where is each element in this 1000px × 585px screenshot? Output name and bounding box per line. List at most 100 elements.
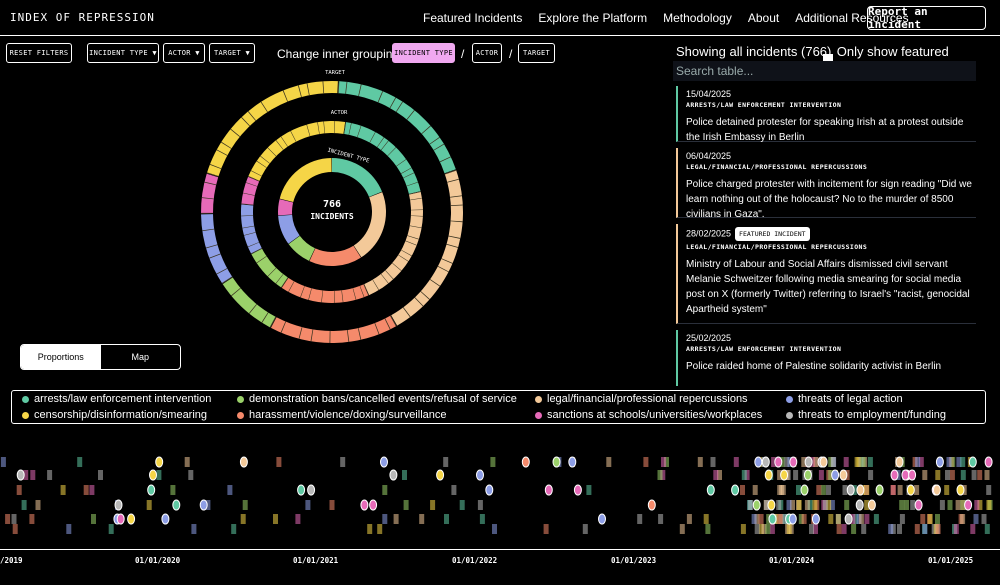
timeline-incident-mark[interactable]	[764, 500, 769, 510]
timeline-incident-mark[interactable]	[276, 457, 282, 467]
timeline-incident-mark[interactable]	[807, 500, 813, 510]
timeline-incident-mark[interactable]	[740, 485, 745, 495]
incident-row[interactable]: 15/04/2025 ARRESTS/LAW ENFORCEMENT INTER…	[676, 86, 976, 143]
timeline-incident-mark[interactable]	[98, 470, 103, 480]
timeline-featured-mark[interactable]	[890, 469, 899, 481]
sunburst-ring-segment[interactable]	[270, 315, 397, 344]
timeline-incident-mark[interactable]	[765, 524, 771, 534]
sunburst-ring-segment[interactable]	[201, 214, 233, 284]
nav-about[interactable]: About	[747, 11, 780, 25]
timeline-incident-mark[interactable]	[842, 485, 848, 495]
sunburst-ring-segment[interactable]	[206, 81, 338, 177]
timeline-featured-mark[interactable]	[161, 513, 170, 525]
timeline-incident-mark[interactable]	[812, 500, 818, 510]
timeline-incident-mark[interactable]	[939, 500, 945, 510]
timeline-featured-mark[interactable]	[114, 499, 123, 511]
timeline-incident-mark[interactable]	[813, 524, 818, 534]
timeline-featured-mark[interactable]	[16, 469, 25, 481]
timeline-featured-mark[interactable]	[906, 484, 915, 496]
timeline-incident-mark[interactable]	[231, 524, 237, 534]
timeline-incident-mark[interactable]	[858, 514, 864, 524]
timeline-incident-mark[interactable]	[543, 524, 549, 534]
sunburst-chart[interactable]: TARGET ACTOR INCIDENT TYPE 766 INCIDENTS	[200, 64, 470, 344]
timeline-featured-mark[interactable]	[768, 513, 777, 525]
timeline-featured-mark[interactable]	[800, 484, 809, 496]
timeline-incident-mark[interactable]	[935, 470, 941, 480]
legend-item[interactable]: sanctions at schools/universities/workpl…	[535, 409, 762, 421]
timeline-incident-mark[interactable]	[703, 514, 709, 524]
timeline-incident-mark[interactable]	[606, 457, 612, 467]
timeline-incident-mark[interactable]	[935, 524, 941, 534]
timeline-incident-mark[interactable]	[733, 457, 739, 467]
timeline-incident-mark[interactable]	[899, 500, 905, 510]
timeline-incident-mark[interactable]	[11, 514, 17, 524]
timeline-incident-mark[interactable]	[0, 457, 6, 467]
timeline-incident-mark[interactable]	[826, 500, 832, 510]
sunburst-ring-segment[interactable]	[391, 169, 464, 326]
timeline-incident-mark[interactable]	[828, 514, 834, 524]
legend-item[interactable]: threats of legal action	[786, 393, 903, 405]
timeline-featured-mark[interactable]	[116, 513, 125, 525]
timeline-incident-mark[interactable]	[977, 500, 983, 510]
timeline-incident-mark[interactable]	[843, 457, 849, 467]
timeline-featured-mark[interactable]	[875, 484, 884, 496]
timeline-incident-mark[interactable]	[804, 500, 810, 510]
timeline-incident-mark[interactable]	[831, 457, 837, 467]
timeline-incident-mark[interactable]	[970, 524, 976, 534]
timeline-incident-mark[interactable]	[637, 514, 643, 524]
timeline-incident-mark[interactable]	[920, 514, 926, 524]
timeline-incident-mark[interactable]	[950, 457, 956, 467]
timeline-incident-mark[interactable]	[949, 470, 955, 480]
timeline-incident-mark[interactable]	[851, 524, 857, 534]
timeline-incident-mark[interactable]	[867, 457, 873, 467]
map-view-button[interactable]: Map	[131, 352, 149, 362]
timeline-incident-mark[interactable]	[873, 514, 879, 524]
legend-item[interactable]: censorship/disinformation/smearing	[22, 409, 207, 421]
timeline-featured-mark[interactable]	[901, 469, 910, 481]
timeline-incident-mark[interactable]	[30, 470, 36, 480]
timeline-incident-mark[interactable]	[21, 500, 27, 510]
timeline-incident-mark[interactable]	[836, 524, 842, 534]
timeline-incident-mark[interactable]	[367, 524, 373, 534]
sunburst-ring-segment[interactable]	[201, 173, 219, 214]
timeline-featured-mark[interactable]	[846, 484, 855, 496]
timeline-incident-mark[interactable]	[944, 485, 950, 495]
timeline-incident-mark[interactable]	[890, 524, 896, 534]
timeline-incident-mark[interactable]	[66, 524, 72, 534]
sunburst-inner-segment[interactable]	[332, 158, 383, 197]
timeline-incident-mark[interactable]	[29, 514, 35, 524]
timeline-featured-mark[interactable]	[831, 469, 840, 481]
legend-item[interactable]: threats to employment/funding	[786, 409, 946, 421]
timeline-incident-mark[interactable]	[170, 485, 176, 495]
timeline-incident-mark[interactable]	[897, 524, 902, 534]
timeline-incident-mark[interactable]	[856, 457, 862, 467]
timeline-featured-mark[interactable]	[788, 513, 797, 525]
timeline-incident-mark[interactable]	[477, 500, 483, 510]
timeline-incident-mark[interactable]	[35, 500, 41, 510]
timeline-incident-mark[interactable]	[744, 470, 750, 480]
timeline-incident-mark[interactable]	[801, 514, 807, 524]
timeline-featured-mark[interactable]	[774, 456, 783, 468]
timeline-incident-mark[interactable]	[403, 500, 409, 510]
sunburst-inner-segment[interactable]	[353, 192, 386, 258]
sunburst-ring-segment[interactable]	[337, 81, 456, 174]
timeline-incident-mark[interactable]	[273, 514, 278, 524]
timeline-incident-mark[interactable]	[710, 457, 716, 467]
timeline-incident-mark[interactable]	[459, 500, 465, 510]
timeline-featured-mark[interactable]	[147, 484, 156, 496]
timeline-featured-mark[interactable]	[819, 456, 828, 468]
timeline-incident-mark[interactable]	[769, 524, 775, 534]
timeline-incident-mark[interactable]	[927, 514, 933, 524]
report-incident-button[interactable]: Report an incident	[867, 5, 986, 31]
actor-filter[interactable]: ACTOR ▼	[163, 43, 205, 63]
timeline-incident-mark[interactable]	[899, 514, 905, 524]
timeline-incident-mark[interactable]	[935, 514, 940, 524]
timeline-featured-mark[interactable]	[436, 469, 445, 481]
timeline-featured-mark[interactable]	[780, 469, 789, 481]
timeline-incident-mark[interactable]	[960, 500, 966, 510]
timeline-incident-mark[interactable]	[761, 524, 767, 534]
timeline-incident-mark[interactable]	[657, 470, 663, 480]
timeline-featured-mark[interactable]	[485, 484, 494, 496]
timeline-incident-mark[interactable]	[973, 514, 979, 524]
timeline-incident-mark[interactable]	[777, 470, 783, 480]
